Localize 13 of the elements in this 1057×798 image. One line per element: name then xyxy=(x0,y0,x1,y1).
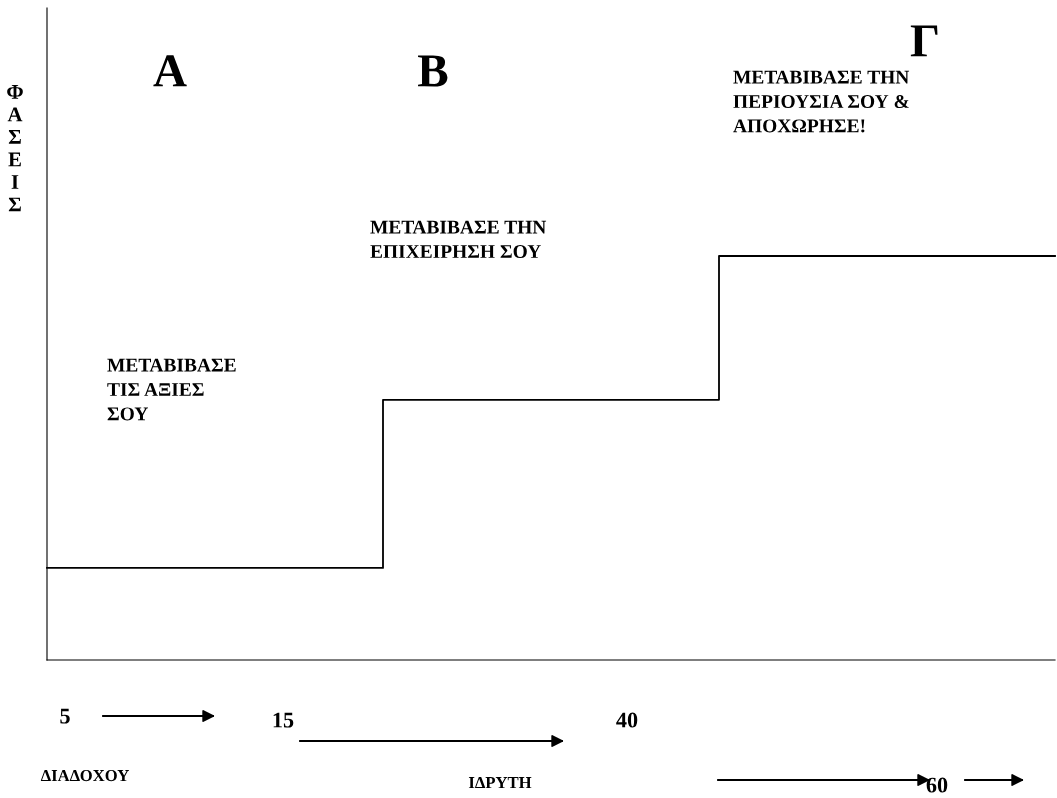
text: 5 xyxy=(60,708,70,724)
text: 60 xyxy=(926,777,948,793)
text: ΜΕΤΑΒΙΒΑΣΕ ΤΗΝ ΠΕΡΙΟΥΣΙΑ ΣΟΥ & ΑΠΟΧΩΡΗΣΕ! xyxy=(733,70,910,133)
text: Β xyxy=(418,55,448,87)
text: Α xyxy=(153,55,187,87)
y-axis-title: ΦΑΣΕΙΣ xyxy=(7,85,23,212)
text: 15 xyxy=(273,712,294,728)
text: 40 xyxy=(616,712,638,728)
text: ΔΙΑΔΟΧΟΥ xyxy=(40,769,129,782)
annotation: ΜΕΤΑΒΙΒΑΣΕ ΤΙΣ ΑΞΙΕΣ ΣΟΥ xyxy=(107,358,236,421)
text: ΙΔΡΥΤΗ xyxy=(468,777,532,789)
text: Γ xyxy=(910,25,938,57)
annotation: ΜΕΤΑΒΙΒΑΣΕ ΤΗΝ ΕΠΙΧΕΙΡΗΣΗ ΣΟΥ xyxy=(370,220,547,259)
